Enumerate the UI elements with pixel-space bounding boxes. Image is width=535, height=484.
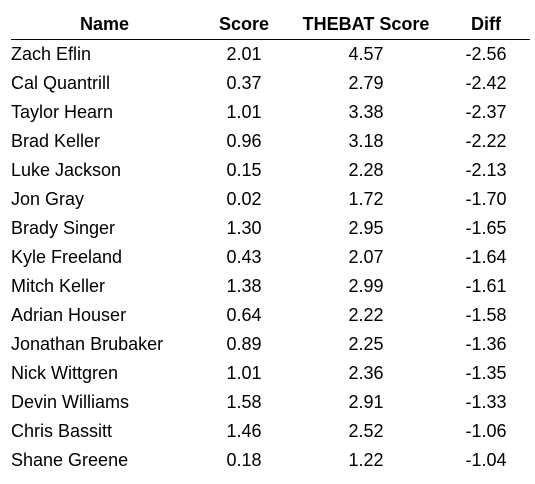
cell-diff[interactable]: -1.64 bbox=[465, 247, 507, 267]
cell-diff[interactable]: -1.06 bbox=[465, 421, 507, 441]
cell-diff[interactable]: -1.61 bbox=[465, 276, 507, 296]
cell-score[interactable]: 1.38 bbox=[226, 276, 262, 296]
header-diff[interactable]: Diff bbox=[442, 10, 530, 40]
cell-diff[interactable]: -2.56 bbox=[465, 44, 507, 64]
cell-score[interactable]: 1.58 bbox=[226, 392, 262, 412]
cell-diff[interactable]: -1.65 bbox=[465, 218, 507, 238]
cell-thebat-score[interactable]: 2.91 bbox=[348, 392, 384, 412]
cell-thebat-score[interactable]: 2.36 bbox=[348, 363, 384, 383]
table-row: Adrian Houser 0.64 2.22 -1.58 bbox=[11, 301, 530, 330]
cell-score[interactable]: 0.37 bbox=[226, 73, 262, 93]
cell-thebat-score[interactable]: 2.79 bbox=[348, 73, 384, 93]
cell-score[interactable]: 1.01 bbox=[226, 363, 262, 383]
cell-diff[interactable]: -1.70 bbox=[465, 189, 507, 209]
cell-name[interactable]: Chris Bassitt bbox=[11, 421, 113, 441]
cell-score[interactable]: 1.30 bbox=[226, 218, 262, 238]
table-header: Name Score THEBAT Score Diff bbox=[11, 10, 530, 40]
table-row: Kyle Freeland 0.43 2.07 -1.64 bbox=[11, 243, 530, 272]
cell-thebat-score[interactable]: 2.28 bbox=[348, 160, 384, 180]
table-row: Brad Keller 0.96 3.18 -2.22 bbox=[11, 127, 530, 156]
cell-thebat-score[interactable]: 2.52 bbox=[348, 421, 384, 441]
table-row: Devin Williams 1.58 2.91 -1.33 bbox=[11, 388, 530, 417]
cell-thebat-score[interactable]: 2.22 bbox=[348, 305, 384, 325]
cell-name[interactable]: Jon Gray bbox=[11, 189, 85, 209]
cell-diff[interactable]: -2.13 bbox=[465, 160, 507, 180]
cell-diff[interactable]: -1.04 bbox=[465, 450, 507, 470]
cell-name[interactable]: Jonathan Brubaker bbox=[11, 334, 164, 354]
table-row: Shane Greene 0.18 1.22 -1.04 bbox=[11, 446, 530, 475]
cell-thebat-score[interactable]: 3.38 bbox=[348, 102, 384, 122]
table-row: Jonathan Brubaker 0.89 2.25 -1.36 bbox=[11, 330, 530, 359]
cell-score[interactable]: 2.01 bbox=[226, 44, 262, 64]
table-row: Mitch Keller 1.38 2.99 -1.61 bbox=[11, 272, 530, 301]
table-row: Taylor Hearn 1.01 3.38 -2.37 bbox=[11, 98, 530, 127]
table-row: Nick Wittgren 1.01 2.36 -1.35 bbox=[11, 359, 530, 388]
cell-name[interactable]: Taylor Hearn bbox=[11, 102, 114, 122]
cell-diff[interactable]: -1.35 bbox=[465, 363, 507, 383]
cell-score[interactable]: 0.96 bbox=[226, 131, 262, 151]
cell-score[interactable]: 0.43 bbox=[226, 247, 262, 267]
table-row: Brady Singer 1.30 2.95 -1.65 bbox=[11, 214, 530, 243]
cell-name[interactable]: Cal Quantrill bbox=[11, 73, 111, 93]
cell-name[interactable]: Shane Greene bbox=[11, 450, 129, 470]
cell-thebat-score[interactable]: 2.99 bbox=[348, 276, 384, 296]
cell-thebat-score[interactable]: 2.07 bbox=[348, 247, 384, 267]
cell-score[interactable]: 0.15 bbox=[226, 160, 262, 180]
cell-thebat-score[interactable]: 1.72 bbox=[348, 189, 384, 209]
cell-name[interactable]: Zach Eflin bbox=[11, 44, 92, 64]
cell-score[interactable]: 0.18 bbox=[226, 450, 262, 470]
cell-diff[interactable]: -1.36 bbox=[465, 334, 507, 354]
cell-name[interactable]: Kyle Freeland bbox=[11, 247, 123, 267]
cell-name[interactable]: Devin Williams bbox=[11, 392, 130, 412]
cell-thebat-score[interactable]: 2.95 bbox=[348, 218, 384, 238]
table-row: Chris Bassitt 1.46 2.52 -1.06 bbox=[11, 417, 530, 446]
table-row: Jon Gray 0.02 1.72 -1.70 bbox=[11, 185, 530, 214]
header-score[interactable]: Score bbox=[198, 10, 290, 40]
cell-diff[interactable]: -1.58 bbox=[465, 305, 507, 325]
table-row: Luke Jackson 0.15 2.28 -2.13 bbox=[11, 156, 530, 185]
table-row: Cal Quantrill 0.37 2.79 -2.42 bbox=[11, 69, 530, 98]
cell-name[interactable]: Mitch Keller bbox=[11, 276, 106, 296]
cell-thebat-score[interactable]: 3.18 bbox=[348, 131, 384, 151]
cell-name[interactable]: Adrian Houser bbox=[11, 305, 127, 325]
cell-score[interactable]: 0.02 bbox=[226, 189, 262, 209]
cell-thebat-score[interactable]: 4.57 bbox=[348, 44, 384, 64]
pitcher-score-table: Name Score THEBAT Score Diff Zach Eflin 2… bbox=[11, 10, 530, 475]
cell-name[interactable]: Nick Wittgren bbox=[11, 363, 119, 383]
header-name[interactable]: Name bbox=[11, 10, 198, 40]
cell-score[interactable]: 0.89 bbox=[226, 334, 262, 354]
cell-diff[interactable]: -1.33 bbox=[465, 392, 507, 412]
cell-score[interactable]: 1.46 bbox=[226, 421, 262, 441]
table-body: Zach Eflin 2.01 4.57 -2.56 Cal Quantrill 0.37… bbox=[11, 40, 530, 476]
cell-diff[interactable]: -2.37 bbox=[465, 102, 507, 122]
cell-name[interactable]: Brady Singer bbox=[11, 218, 116, 238]
cell-score[interactable]: 1.01 bbox=[226, 102, 262, 122]
header-row: Name Score THEBAT Score Diff bbox=[11, 10, 530, 40]
table-row: Zach Eflin 2.01 4.57 -2.56 bbox=[11, 40, 530, 70]
cell-score[interactable]: 0.64 bbox=[226, 305, 262, 325]
cell-thebat-score[interactable]: 2.25 bbox=[348, 334, 384, 354]
cell-thebat-score[interactable]: 1.22 bbox=[348, 450, 384, 470]
cell-diff[interactable]: -2.22 bbox=[465, 131, 507, 151]
cell-name[interactable]: Brad Keller bbox=[11, 131, 101, 151]
header-thebat-score[interactable]: THEBAT Score bbox=[290, 10, 442, 40]
cell-diff[interactable]: -2.42 bbox=[465, 73, 507, 93]
cell-name[interactable]: Luke Jackson bbox=[11, 160, 122, 180]
